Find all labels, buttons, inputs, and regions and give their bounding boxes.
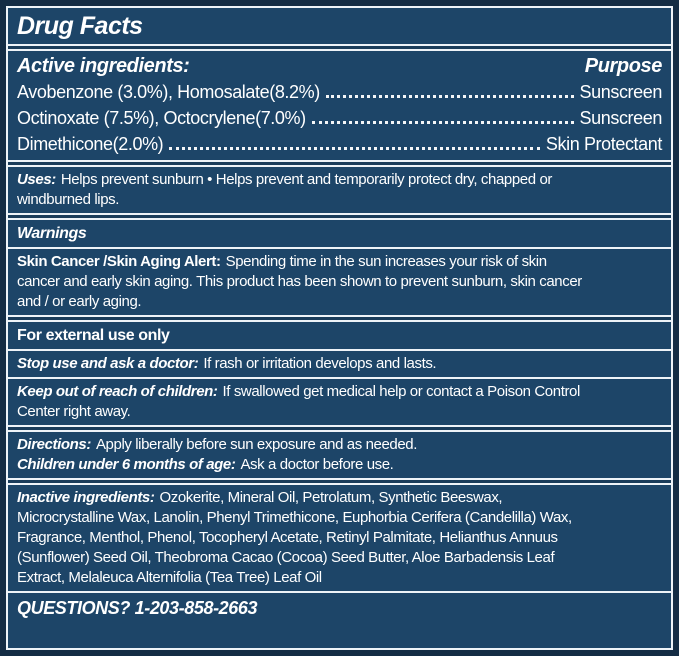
uses-heading: Uses: (17, 171, 56, 188)
directions-text: Apply liberally before sun exposure and … (95, 436, 418, 453)
directions-heading: Directions: (17, 436, 91, 453)
dotted-leader (169, 147, 540, 150)
section-warnings: Warnings (8, 220, 671, 247)
section-title: Drug Facts (8, 8, 671, 44)
children-text: Ask a doctor before use. (240, 456, 394, 473)
active-ingredients-heading: Active ingredients: (17, 55, 190, 77)
alert-text: cancer and early skin aging. This produc… (17, 273, 582, 290)
section-divider (8, 478, 671, 485)
inactive-line: Microcrystalline Wax, Lanolin, Phenyl Tr… (17, 508, 662, 528)
keep-out-text: If swallowed get medical help or contact… (222, 383, 581, 400)
inactive-text: Microcrystalline Wax, Lanolin, Phenyl Tr… (17, 509, 572, 526)
section-uses: Uses: Helps prevent sunburn • Helps preve… (8, 167, 671, 213)
section-keep-out-of-reach: Keep out of reach of children: If swallow… (8, 379, 671, 425)
section-divider (8, 213, 671, 220)
ingredient-purpose: Skin Protectant (545, 134, 662, 154)
stop-use-line: Stop use and ask a doctor: If rash or irr… (17, 354, 662, 374)
stop-use-text: If rash or irritation develops and lasts… (203, 355, 437, 372)
external-use-heading: For external use only (17, 327, 170, 344)
section-questions: QUESTIONS? 1-203-858-2663 (8, 593, 671, 623)
label-frame: Drug Facts Active ingredients: Purpose A… (6, 6, 673, 650)
section-skin-cancer-alert: Skin Cancer /Skin Aging Alert: Spending t… (8, 249, 671, 315)
uses-text: windburned lips. (17, 191, 119, 208)
hairline-divider (8, 349, 671, 351)
inactive-heading: Inactive ingredients: (17, 489, 155, 506)
inactive-line: Extract, Melaleuca Alternifolia (Tea Tre… (17, 568, 662, 588)
uses-line: windburned lips. (17, 190, 662, 210)
alert-text: and / or early aging. (17, 293, 142, 310)
section-divider (8, 44, 671, 51)
dotted-leader (325, 95, 574, 98)
children-line: Children under 6 months of age: Ask a doc… (17, 455, 662, 475)
active-ingredient-row: Avobenzone (3.0%), Homosalate(8.2%) Suns… (17, 79, 662, 105)
uses-line: Uses: Helps prevent sunburn • Helps preve… (17, 170, 662, 190)
keep-out-heading: Keep out of reach of children: (17, 383, 218, 400)
hairline-divider (8, 591, 671, 593)
section-directions: Directions: Apply liberally before sun ex… (8, 432, 671, 478)
inactive-text: (Sunflower) Seed Oil, Theobroma Cacao (C… (17, 549, 555, 566)
alert-line: cancer and early skin aging. This produc… (17, 272, 662, 292)
section-divider (8, 425, 671, 432)
inactive-text: Extract, Melaleuca Alternifolia (Tea Tre… (17, 569, 322, 586)
keep-out-text: Center right away. (17, 403, 131, 420)
alert-line: Skin Cancer /Skin Aging Alert: Spending t… (17, 252, 662, 272)
inactive-line: (Sunflower) Seed Oil, Theobroma Cacao (C… (17, 548, 662, 568)
active-ingredient-row: Octinoxate (7.5%), Octocrylene(7.0%) Sun… (17, 105, 662, 131)
ingredient-name: Avobenzone (3.0%), Homosalate(8.2%) (17, 82, 320, 102)
active-ingredients-header: Active ingredients: Purpose (17, 54, 662, 79)
stop-use-heading: Stop use and ask a doctor: (17, 355, 199, 372)
keep-out-line: Center right away. (17, 402, 662, 422)
directions-line: Directions: Apply liberally before sun ex… (17, 435, 662, 455)
ingredient-name: Octinoxate (7.5%), Octocrylene(7.0%) (17, 108, 306, 128)
drug-facts-title: Drug Facts (17, 12, 143, 40)
ingredient-purpose: Sunscreen (579, 108, 663, 128)
inactive-line: Fragrance, Menthol, Phenol, Tocopheryl A… (17, 528, 662, 548)
section-active-ingredients: Active ingredients: Purpose Avobenzone (… (8, 51, 671, 160)
alert-line: and / or early aging. (17, 292, 662, 312)
hairline-divider (8, 377, 671, 379)
uses-text: Helps prevent sunburn • Helps prevent an… (60, 171, 553, 188)
inactive-text: Ozokerite, Mineral Oil, Petrolatum, Synt… (159, 489, 503, 506)
questions-phone: QUESTIONS? 1-203-858-2663 (17, 598, 258, 618)
section-divider (8, 315, 671, 322)
inactive-line: Inactive ingredients: Ozokerite, Mineral … (17, 488, 662, 508)
children-heading: Children under 6 months of age: (17, 456, 236, 473)
purpose-heading: Purpose (584, 55, 663, 77)
inactive-text: Fragrance, Menthol, Phenol, Tocopheryl A… (17, 529, 558, 546)
warnings-heading: Warnings (17, 225, 87, 242)
alert-text: Spending time in the sun increases your … (225, 253, 547, 270)
section-stop-use: Stop use and ask a doctor: If rash or irr… (8, 351, 671, 377)
section-external-use: For external use only (8, 322, 671, 349)
hairline-divider (8, 247, 671, 249)
keep-out-line: Keep out of reach of children: If swallow… (17, 382, 662, 402)
section-divider (8, 160, 671, 167)
ingredient-name: Dimethicone(2.0%) (17, 134, 164, 154)
dotted-leader (311, 121, 574, 124)
section-inactive-ingredients: Inactive ingredients: Ozokerite, Mineral … (8, 485, 671, 591)
alert-heading: Skin Cancer /Skin Aging Alert: (17, 253, 221, 270)
active-ingredient-row: Dimethicone(2.0%) Skin Protectant (17, 131, 662, 157)
ingredient-purpose: Sunscreen (579, 82, 663, 102)
